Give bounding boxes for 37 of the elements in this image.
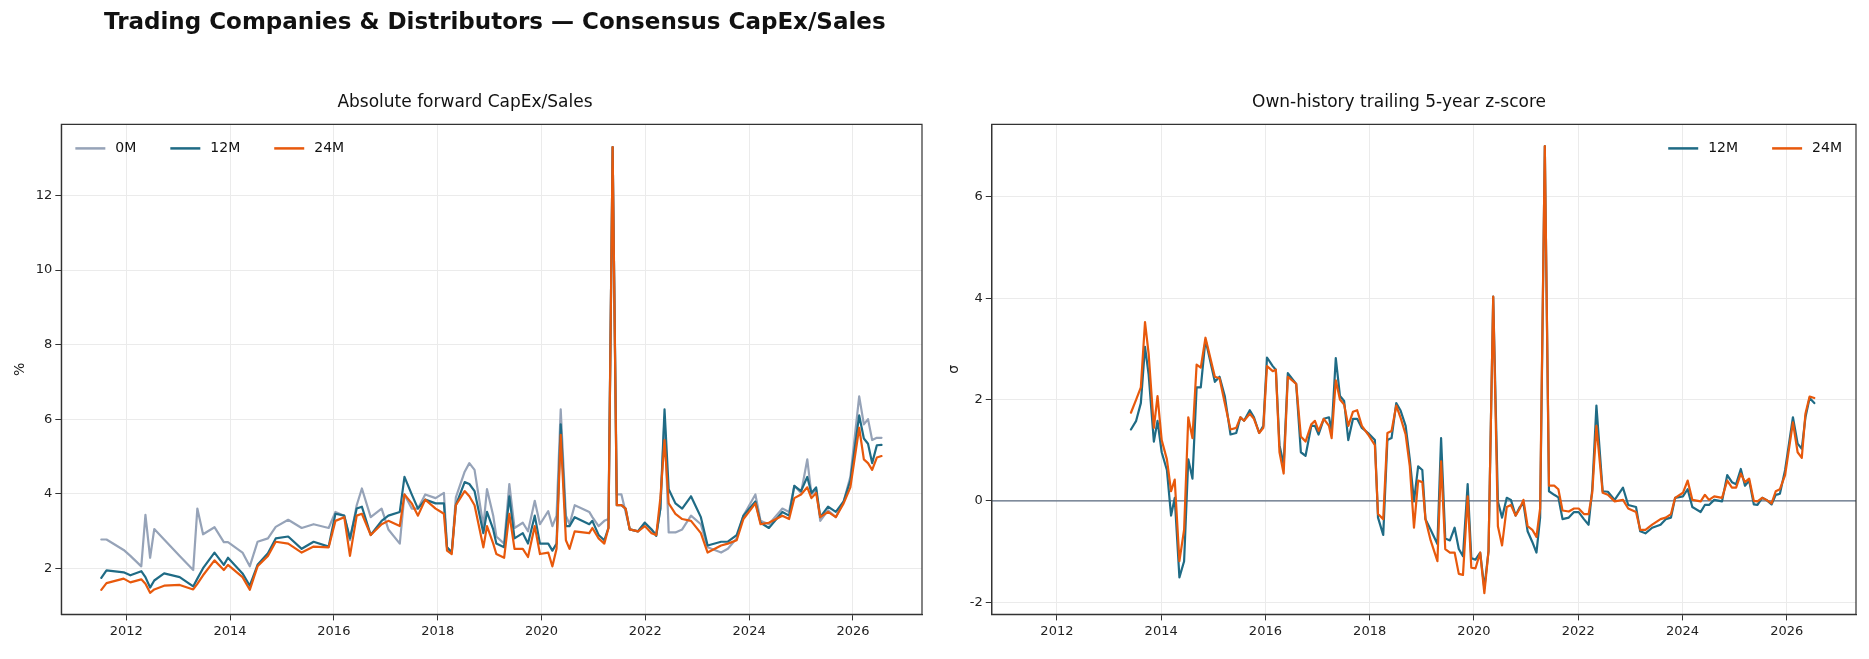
y-tick-label: 2 [974,390,983,406]
x-tick-label: 2018 [1353,622,1387,638]
x-tick-label: 2016 [1248,622,1282,638]
x-tick-label: 2014 [213,622,247,638]
chart-title: Own-history trailing 5-year z-score [1252,90,1546,111]
y-tick-label: 6 [44,410,53,426]
y-tick-label: -2 [969,593,983,609]
x-tick-label: 2026 [836,622,870,638]
y-tick-label: 2 [44,559,53,575]
x-tick-label: 2022 [628,622,662,638]
legend-label: 12M [1708,139,1739,156]
y-axis-title: % [11,362,28,377]
x-tick-label: 2024 [1665,622,1699,638]
text: Trading Companies & Distributors — Consensus CapEx/Sales [104,8,886,34]
x-tick-label: 2020 [1457,622,1491,638]
y-tick-label: 0 [974,492,983,508]
x-tick-label: 2020 [524,622,559,638]
x-tick-label: 2016 [317,622,351,638]
x-tick-label: 2014 [1144,622,1178,638]
x-tick-label: 2012 [1040,622,1074,638]
x-tick-label: 2022 [1561,622,1595,638]
x-tick-label: 2012 [109,622,143,638]
y-axis-title: σ [945,364,962,374]
legend-label: 12M [210,139,241,156]
x-tick-label: 2026 [1770,622,1804,638]
y-tick-label: 6 [974,188,983,204]
legend-label: 24M [314,139,345,156]
y-tick-label: 10 [35,261,53,277]
legend-label: 24M [1812,139,1843,156]
chart-title: Absolute forward CapEx/Sales [337,90,593,111]
y-tick-label: 8 [44,336,53,351]
x-tick-label: 2018 [421,622,455,638]
x-tick-label: 2024 [732,622,766,638]
y-tick-label: 12 [35,186,53,202]
y-tick-label: 4 [44,485,53,501]
legend-label: 0M [115,139,137,156]
y-tick-label: 4 [974,289,983,305]
